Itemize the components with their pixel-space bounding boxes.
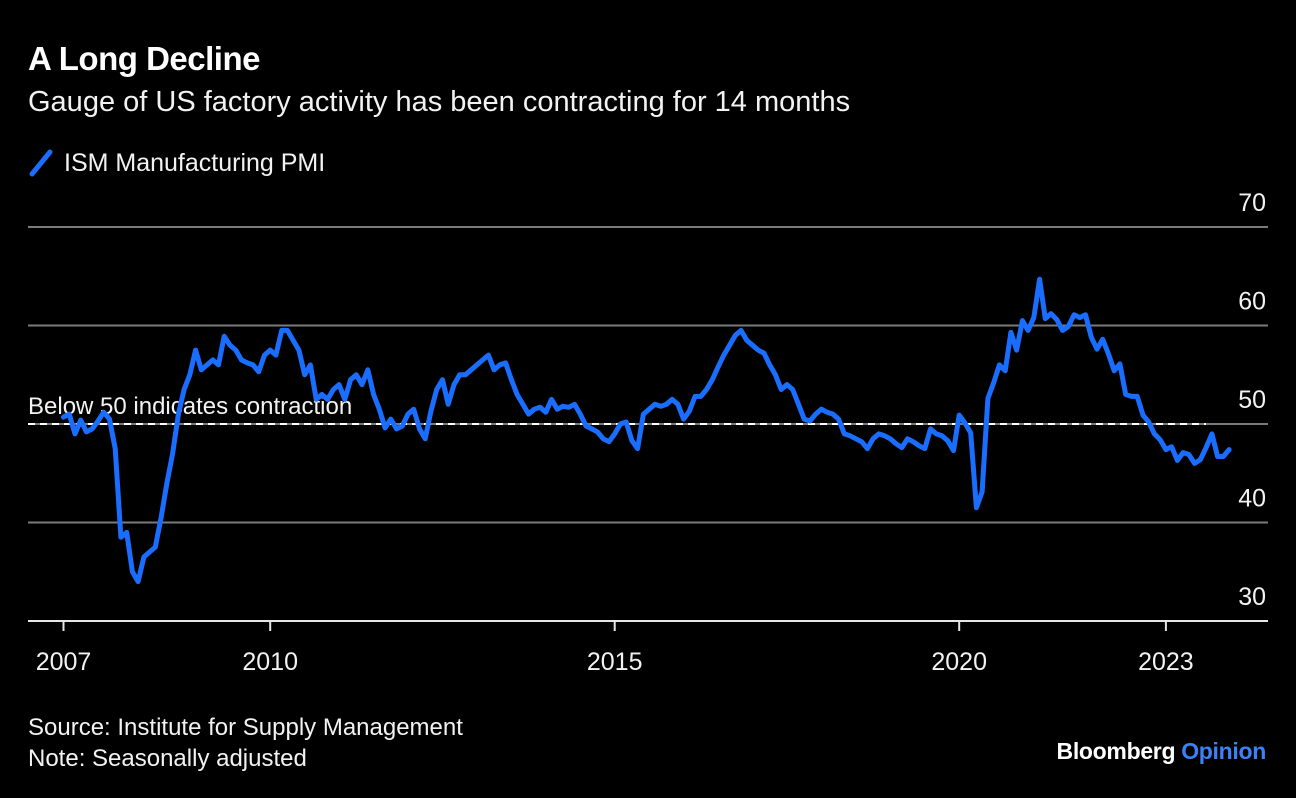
- series-line: [61, 276, 1232, 585]
- seasonal-note: Note: Seasonally adjusted: [28, 745, 307, 772]
- brand-suffix: Opinion: [1181, 738, 1266, 764]
- axes: 30 40 50 60 70 2007 2010 2015 2020 2023: [28, 189, 1268, 676]
- brand-name: Bloomberg: [1056, 738, 1176, 764]
- x-tick-label: 2010: [242, 648, 298, 676]
- legend-swatch-icon: [29, 149, 53, 177]
- x-tick-label: 2020: [931, 648, 987, 676]
- y-tick-label: 30: [1238, 583, 1266, 611]
- y-tick-label: 40: [1238, 485, 1266, 513]
- legend: ISM Manufacturing PMI: [28, 148, 325, 178]
- source-note: Source: Institute for Supply Management: [28, 714, 463, 741]
- x-tick-label: 2015: [587, 648, 643, 676]
- legend-label: ISM Manufacturing PMI: [64, 148, 326, 177]
- x-tick-label: 2023: [1138, 648, 1194, 676]
- x-tick-label: 2007: [36, 648, 92, 676]
- footer-notes: Source: Institute for Supply Management …: [28, 712, 463, 774]
- series-group: [61, 276, 1232, 585]
- chart-subtitle: Gauge of US factory activity has been co…: [28, 86, 851, 118]
- y-tick-label: 60: [1238, 288, 1266, 316]
- brand-logo: Bloomberg Opinion: [1056, 738, 1267, 765]
- reference-line-group: Below 50 indicates contraction: [28, 393, 1206, 425]
- chart-title: A Long Decline: [28, 40, 260, 77]
- reference-line-label: Below 50 indicates contraction: [28, 393, 352, 420]
- y-tick-label: 70: [1238, 189, 1266, 217]
- y-tick-label: 50: [1238, 386, 1266, 414]
- grid-lines: [28, 226, 1268, 524]
